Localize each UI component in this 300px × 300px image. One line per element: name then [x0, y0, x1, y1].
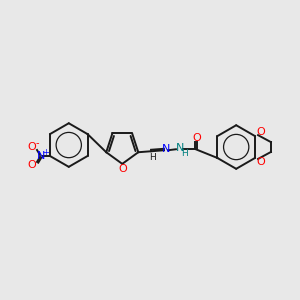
- Text: O: O: [118, 164, 127, 174]
- Text: N: N: [162, 144, 170, 154]
- Text: H: H: [182, 149, 188, 158]
- Text: O: O: [192, 134, 201, 143]
- Text: +: +: [43, 148, 50, 158]
- Text: O: O: [28, 142, 36, 152]
- Text: O: O: [28, 160, 36, 170]
- Text: N: N: [176, 143, 184, 153]
- Text: H: H: [149, 153, 155, 162]
- Text: -: -: [35, 138, 39, 148]
- Text: N: N: [37, 151, 45, 161]
- Text: O: O: [256, 157, 266, 167]
- Text: O: O: [256, 127, 266, 137]
